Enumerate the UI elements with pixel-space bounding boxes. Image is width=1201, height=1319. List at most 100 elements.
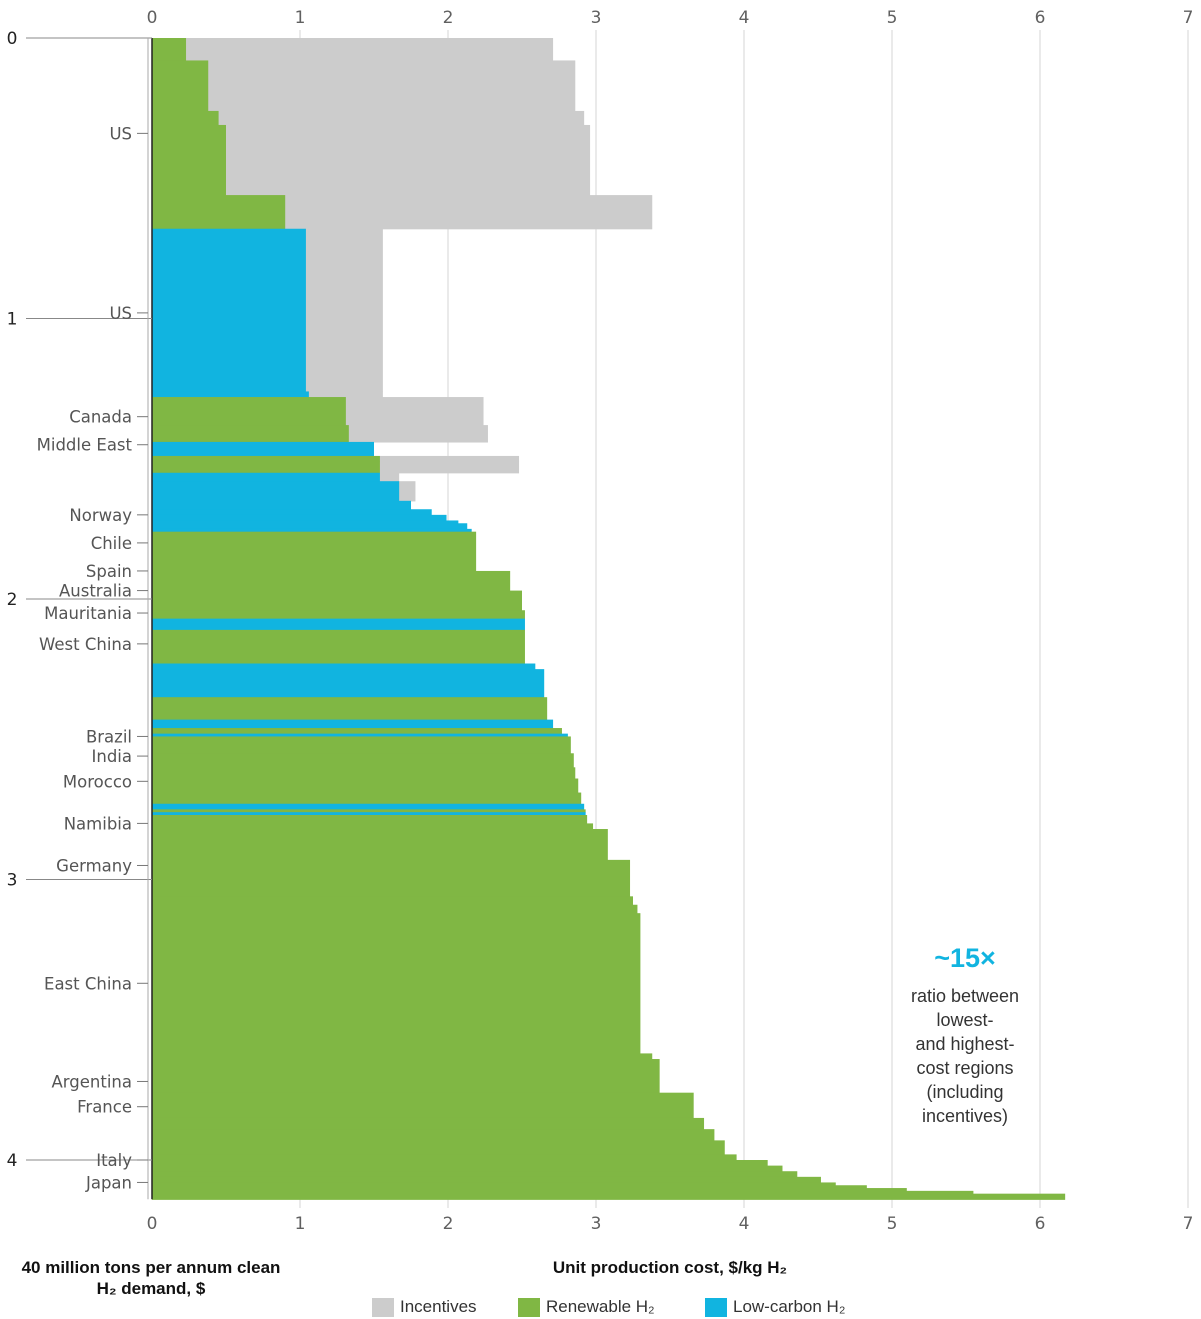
y-axis-caption: 40 million tons per annum clean H₂ deman… bbox=[20, 1257, 282, 1299]
incentive-bar bbox=[152, 38, 553, 61]
cost-bar bbox=[152, 1177, 821, 1183]
cost-bar bbox=[152, 753, 574, 768]
region-label: East China bbox=[44, 974, 132, 993]
cost-bar bbox=[152, 619, 525, 631]
x-tick-label-bottom: 4 bbox=[739, 1214, 750, 1234]
legend-swatch-renewable bbox=[518, 1298, 540, 1317]
cost-bar bbox=[152, 728, 562, 734]
cost-bar bbox=[152, 1166, 782, 1172]
x-tick-label-bottom: 0 bbox=[147, 1214, 158, 1234]
cost-bar bbox=[152, 1171, 797, 1177]
cost-bar bbox=[152, 793, 581, 805]
x-tick-label-bottom: 1 bbox=[295, 1214, 306, 1234]
x-axis-caption: Unit production cost, $/kg H₂ bbox=[520, 1257, 820, 1278]
cost-bar bbox=[152, 473, 380, 482]
cost-bar bbox=[152, 1140, 725, 1155]
annotation-text: ratio between lowest- and highest- cost … bbox=[885, 984, 1045, 1128]
annotation-line: lowest- bbox=[885, 1008, 1045, 1032]
region-label: US bbox=[109, 124, 132, 143]
cost-bar bbox=[152, 532, 476, 572]
cost-bar bbox=[152, 913, 640, 1054]
x-tick-label-top: 2 bbox=[443, 8, 454, 28]
legend-label-renewable: Renewable H₂ bbox=[546, 1297, 655, 1317]
cost-bar bbox=[152, 697, 547, 720]
cost-bar bbox=[152, 815, 587, 824]
ratio-annotation: ~15× ratio between lowest- and highest- … bbox=[885, 938, 1045, 1128]
cost-bar bbox=[152, 896, 633, 905]
legend-item-renewable: Renewable H₂ bbox=[518, 1296, 655, 1318]
y-tick-label: 1 bbox=[7, 310, 18, 330]
cost-bar bbox=[152, 804, 584, 810]
cost-bar bbox=[152, 397, 346, 426]
cost-bar bbox=[152, 38, 186, 61]
cost-bar bbox=[152, 442, 374, 457]
legend-label-low-carbon: Low-carbon H₂ bbox=[733, 1297, 845, 1317]
legend-item-incentives: Incentives bbox=[372, 1296, 477, 1318]
region-label: Canada bbox=[69, 408, 132, 427]
region-label: Germany bbox=[56, 856, 132, 875]
cost-bar bbox=[152, 456, 380, 462]
cost-bar bbox=[152, 509, 432, 515]
cost-bar bbox=[152, 195, 285, 229]
x-tick-label-top: 3 bbox=[591, 8, 602, 28]
region-label: Morocco bbox=[63, 772, 132, 791]
x-tick-label-bottom: 3 bbox=[591, 1214, 602, 1234]
cost-bar bbox=[152, 501, 411, 510]
region-label: Australia bbox=[59, 582, 132, 601]
annotation-line: ratio between bbox=[885, 984, 1045, 1008]
cost-bar bbox=[152, 610, 525, 619]
cost-bar bbox=[152, 60, 208, 111]
cost-bar bbox=[152, 1154, 737, 1160]
legend-item-low-carbon: Low-carbon H₂ bbox=[705, 1296, 845, 1318]
x-tick-label-top: 6 bbox=[1035, 8, 1046, 28]
cost-bar bbox=[152, 1093, 694, 1119]
cost-bar bbox=[152, 111, 219, 126]
region-label: Argentina bbox=[52, 1072, 133, 1091]
annotation-line: and highest- bbox=[885, 1032, 1045, 1056]
legend-label-incentives: Incentives bbox=[400, 1297, 477, 1317]
region-label: India bbox=[92, 747, 133, 766]
x-tick-label-bottom: 6 bbox=[1035, 1214, 1046, 1234]
region-label: Mauritania bbox=[44, 604, 132, 623]
cost-bar bbox=[152, 425, 349, 442]
cost-bar bbox=[152, 829, 608, 860]
x-tick-label-bottom: 5 bbox=[887, 1214, 898, 1234]
x-tick-label-top: 4 bbox=[739, 8, 750, 28]
region-label: Japan bbox=[85, 1173, 132, 1192]
cost-bar bbox=[152, 1160, 768, 1166]
cost-bar bbox=[152, 229, 306, 392]
x-tick-label-bottom: 2 bbox=[443, 1214, 454, 1234]
region-label: Chile bbox=[91, 534, 132, 553]
x-tick-label-top: 1 bbox=[295, 8, 306, 28]
cost-bar bbox=[152, 823, 593, 829]
cost-bar bbox=[152, 523, 467, 529]
cost-bar bbox=[152, 1194, 1065, 1200]
cost-bar bbox=[152, 1059, 660, 1093]
y-tick-label: 4 bbox=[7, 1151, 18, 1171]
cost-bar bbox=[152, 1053, 652, 1059]
region-label: Middle East bbox=[37, 436, 133, 455]
cost-bar bbox=[152, 515, 447, 521]
cost-bar bbox=[152, 1118, 704, 1130]
x-tick-label-bottom: 7 bbox=[1183, 1214, 1194, 1234]
legend-swatch-incentives bbox=[372, 1298, 394, 1317]
cost-bar bbox=[152, 860, 630, 897]
region-label: Brazil bbox=[86, 727, 132, 746]
annotation-line: cost regions bbox=[885, 1056, 1045, 1080]
cost-bar bbox=[152, 481, 399, 501]
cost-bar bbox=[152, 571, 510, 591]
incentive-bar bbox=[152, 60, 575, 111]
annotation-line: (including bbox=[885, 1080, 1045, 1104]
cost-bar bbox=[152, 591, 522, 611]
legend-swatch-low-carbon bbox=[705, 1298, 727, 1317]
y-tick-label: 0 bbox=[7, 29, 18, 49]
cost-bar bbox=[152, 391, 309, 397]
region-label: France bbox=[77, 1098, 132, 1117]
cost-bar bbox=[152, 1129, 714, 1141]
annotation-line: incentives) bbox=[885, 1104, 1045, 1128]
x-tick-label-top: 0 bbox=[147, 8, 158, 28]
cost-bar bbox=[152, 125, 226, 196]
region-label: Spain bbox=[86, 562, 132, 581]
region-label: Namibia bbox=[64, 814, 132, 833]
x-tick-label-top: 5 bbox=[887, 8, 898, 28]
